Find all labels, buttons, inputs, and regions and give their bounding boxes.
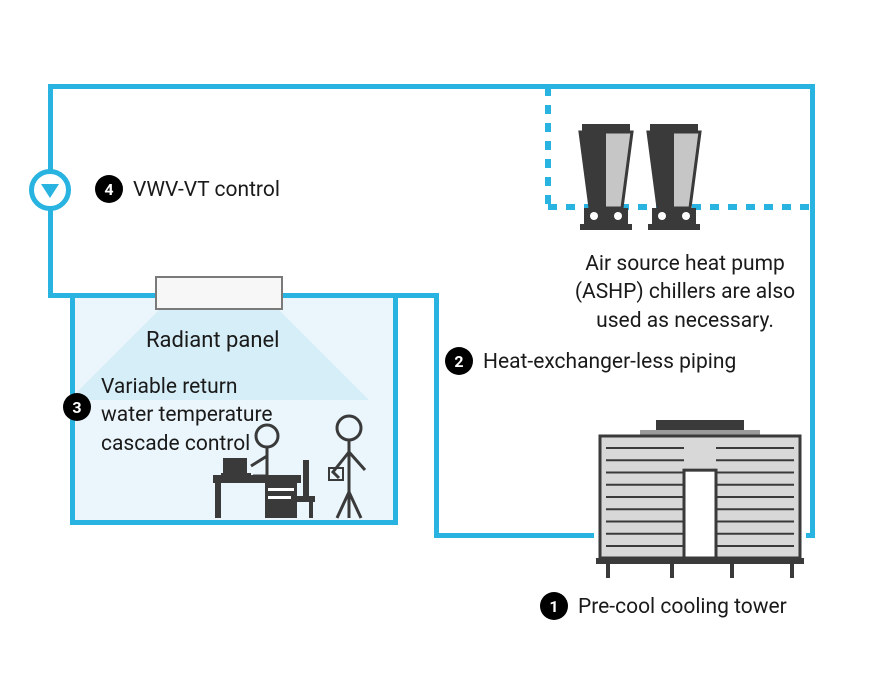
radiant-panel-label: Radiant panel xyxy=(146,326,280,356)
ashp-chillers-icon xyxy=(570,120,738,264)
cooling-tower-icon xyxy=(590,418,830,606)
radiant-panel-unit xyxy=(155,276,283,310)
pipe-segment xyxy=(434,293,439,537)
badge-l4: 4 xyxy=(95,175,123,203)
label-l4: VWV-VT control xyxy=(133,176,280,204)
diagram-canvas: 4 VWV-VT control 2 Heat-exchanger-less pipi… xyxy=(0,0,872,686)
label-l1: Pre-cool cooling tower xyxy=(578,593,787,621)
ashp-note: Air source heat pump (ASHP) chillers are… xyxy=(545,250,825,335)
pipe-segment xyxy=(48,84,815,89)
label-l3: Variable return water temperature cascad… xyxy=(101,373,273,458)
pipe-segment xyxy=(434,533,594,538)
pump-icon xyxy=(29,169,71,211)
pump-triangle xyxy=(41,184,59,198)
label-l2: Heat-exchanger-less piping xyxy=(483,348,736,376)
badge-l3: 3 xyxy=(63,393,91,421)
badge-l1: 1 xyxy=(540,592,568,620)
badge-l2: 2 xyxy=(445,347,473,375)
